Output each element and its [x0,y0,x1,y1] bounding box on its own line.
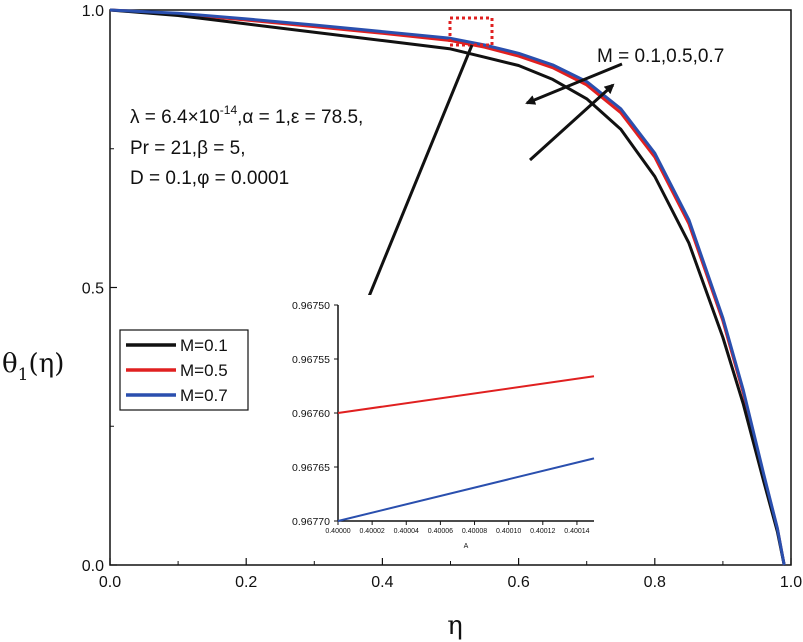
x-tick-label: 0.6 [507,574,529,591]
y-axis-title-subscript: 1 [18,365,29,385]
inset-x-axis-title: A [464,543,469,550]
y-tick-label: 1.0 [82,3,104,20]
inset-y-tick-label: 0.96755 [292,354,330,366]
inset-x-tick-label: 0.40012 [530,528,555,535]
legend-label-m01: M=0.1 [180,336,228,355]
legend-label-m05: M=0.5 [180,361,228,380]
inset-x-tick-label: 0.40008 [462,528,487,535]
x-tick-label: 0.4 [371,574,393,591]
y-axis-ticks: 0.0 0.5 1.0 [82,3,117,575]
params-line-1-exponent: -14 [220,103,238,117]
inset-y-tick-label: 0.96760 [292,408,330,420]
inset-x-tick-label: 0.40014 [564,528,589,535]
inset-x-tick-label: 0.40006 [428,528,453,535]
inset-series-lines [337,375,595,522]
params-line-1: λ = 6.4×10-14,α = 1,ε = 78.5, [130,103,363,128]
y-tick-label: 0.0 [82,558,104,575]
series-line-m07 [109,8,786,566]
x-tick-label: 0.0 [99,574,121,591]
legend-entry-m05: M=0.5 [126,361,228,380]
y-axis-title: θ1(η) [2,349,64,385]
x-tick-label: 1.0 [780,574,802,591]
inset-y-ticks: 0.96750 0.96755 0.96760 0.96765 0.96770 [292,300,338,528]
m-values-label: M = 0.1,0.5,0.7 [597,46,724,67]
y-tick-label: 0.5 [82,281,104,298]
y-axis-title-symbol: θ [2,349,18,379]
inset-y-tick-label: 0.96750 [292,300,330,312]
m-increase-arrow [528,83,615,162]
inset-x-tick-label: 0.40004 [394,528,419,535]
inset-chart: 0.40000 0.40002 0.40004 0.40006 0.40008 0.400… [292,295,600,550]
legend-entry-m07: M=0.7 [126,386,228,405]
inset-x-tick-label: 0.40010 [496,528,521,535]
series-line-m01 [109,8,786,566]
legend-entry-m01: M=0.1 [126,336,228,355]
params-line-1-base: λ = 6.4×10 [130,107,220,128]
inset-y-tick-label: 0.96765 [292,462,330,474]
y-axis-title-argument: (η) [28,349,64,379]
inset-line-m07 [337,457,595,522]
legend-label-m07: M=0.7 [180,386,228,405]
m-label-arrow [525,62,623,105]
x-tick-label: 0.2 [235,574,257,591]
params-line-2: Pr = 21,β = 5, [130,138,246,159]
inset-background [338,295,600,540]
x-tick-label: 0.8 [644,574,666,591]
x-axis-title: η [447,611,463,641]
inset-x-tick-label: 0.40000 [325,528,350,535]
params-line-1-rest: ,α = 1,ε = 78.5, [237,107,363,128]
legend: M=0.1 M=0.5 M=0.7 [119,329,249,411]
series-lines [109,8,786,566]
x-axis-ticks: 0.0 0.2 0.4 0.6 0.8 1.0 [99,558,802,591]
params-line-3: D = 0.1,φ = 0.0001 [130,168,289,189]
inset-line-m05 [337,375,595,414]
inset-y-tick-label: 0.96770 [292,516,330,528]
inset-x-tick-label: 0.40002 [359,528,384,535]
zoom-arrow [352,44,474,335]
inset-x-ticks: 0.40000 0.40002 0.40004 0.40006 0.40008 0.400… [325,521,590,535]
